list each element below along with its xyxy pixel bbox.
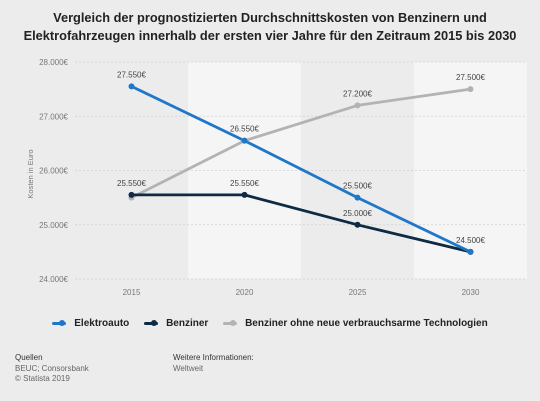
footer-sources: Quellen BEUC; Consorsbank © Statista 201… [15, 353, 89, 385]
data-label: 27.550€ [117, 70, 146, 79]
sources-line-2: © Statista 2019 [15, 374, 70, 383]
info-heading: Weitere Informationen: [173, 353, 254, 362]
x-tick-label: 2020 [236, 288, 254, 297]
x-tick-label: 2015 [123, 288, 141, 297]
legend-label-benziner-ohne-technologien: Benziner ohne neue verbrauchsarme Techno… [245, 318, 488, 329]
data-point [128, 83, 135, 90]
data-label: 26.550€ [230, 125, 259, 134]
chart-title: Vergleich der prognostizierten Durchschn… [23, 10, 517, 43]
y-tick-label: 24.000€ [39, 275, 68, 284]
y-tick-label: 26.000€ [39, 167, 68, 176]
y-tick-label: 27.000€ [39, 112, 68, 121]
footer-info: Weitere Informationen: Weltweit [173, 353, 254, 374]
series-line-2 [130, 87, 472, 199]
data-label: 24.500€ [456, 236, 485, 245]
data-label: 27.200€ [343, 89, 372, 98]
data-label: 25.500€ [343, 182, 372, 191]
data-point [467, 86, 474, 93]
chart-legend: Elektroauto Benziner Benziner ohne neue … [0, 318, 540, 329]
data-point [241, 137, 248, 144]
legend-item-elektroauto[interactable]: Elektroauto [52, 318, 129, 329]
legend-dot-elektroauto [59, 320, 66, 327]
y-axis-label: Kosten in Euro [26, 149, 35, 198]
data-label: 25.550€ [117, 179, 146, 188]
data-label: 25.000€ [343, 209, 372, 218]
legend-dot-benziner [151, 320, 158, 327]
y-tick-label: 25.000€ [39, 221, 68, 230]
data-point [241, 191, 248, 198]
series-line-1 [130, 193, 472, 254]
y-tick-label: 28.000€ [39, 58, 68, 67]
sources-heading: Quellen [15, 353, 43, 362]
data-point [467, 248, 474, 255]
info-text: Weltweit [173, 363, 204, 373]
data-label: 27.500€ [456, 73, 485, 82]
legend-dot-benziner-ohne-technologien [230, 320, 237, 327]
data-point [354, 102, 361, 109]
data-label: 25.550€ [230, 179, 259, 188]
legend-label-elektroauto: Elektroauto [74, 318, 130, 329]
data-point [354, 194, 361, 201]
legend-item-benziner[interactable]: Benziner [144, 318, 208, 329]
legend-item-benziner-ohne-technologien[interactable]: Benziner ohne neue verbrauchsarme Techno… [223, 318, 488, 329]
data-point [128, 191, 135, 198]
x-tick-label: 2025 [349, 288, 367, 297]
series-line-0 [130, 85, 472, 254]
sources-line-1[interactable]: BEUC; Consorsbank [15, 363, 89, 373]
legend-label-benziner: Benziner [166, 318, 209, 329]
data-point [354, 221, 361, 228]
x-tick-label: 2030 [462, 288, 480, 297]
